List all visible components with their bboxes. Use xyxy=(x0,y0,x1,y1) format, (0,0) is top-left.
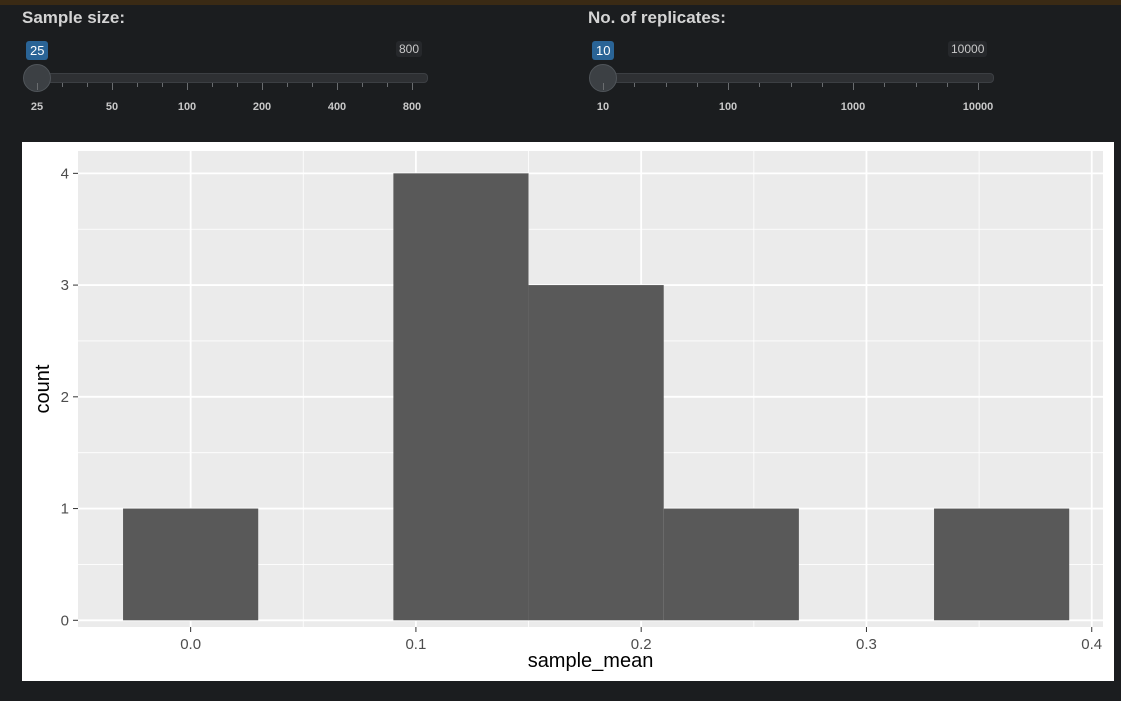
y-axis-title: count xyxy=(32,364,54,413)
slider-tick-label: 200 xyxy=(252,101,272,113)
y-tick-label: 2 xyxy=(61,389,69,406)
sample-size-value-badge: 25 xyxy=(26,41,49,60)
histogram-bar xyxy=(663,508,799,621)
slider-tick xyxy=(237,83,238,87)
slider-tick xyxy=(978,83,979,90)
histogram-svg: 0.0 0.1 0.2 0.3 0.4 0 1 2 3 4 sample_mean count xyxy=(32,151,1103,672)
slider-tick xyxy=(37,83,38,90)
y-tick-label: 1 xyxy=(61,501,69,518)
x-axis-title: sample_mean xyxy=(528,650,654,672)
slider-tick xyxy=(362,83,363,87)
slider-tick xyxy=(759,83,761,87)
histogram-bar xyxy=(934,508,1070,621)
slider-tick-label: 25 xyxy=(30,101,44,113)
slider-tick xyxy=(728,83,729,90)
slider-tick-label: 800 xyxy=(402,101,422,113)
histogram-bar xyxy=(528,285,664,621)
slider-tick xyxy=(665,83,667,87)
slider-tick xyxy=(915,83,917,87)
x-tick-label: 0.1 xyxy=(405,636,426,653)
slider-tick xyxy=(212,83,213,87)
slider-tick xyxy=(137,83,138,87)
sample-size-max-label: 800 xyxy=(396,41,423,57)
slider-tick xyxy=(387,83,388,87)
slider-tick-label: 100 xyxy=(177,101,197,113)
slider-tick xyxy=(603,83,604,90)
slider-tick-label: 400 xyxy=(327,101,347,113)
slider-tick xyxy=(262,83,263,90)
x-tick-label: 0.2 xyxy=(631,636,652,653)
replicates-track[interactable] xyxy=(602,73,994,83)
slider-tick xyxy=(112,83,113,90)
histogram-plot: 0.0 0.1 0.2 0.3 0.4 0 1 2 3 4 sample_mean count xyxy=(22,142,1114,681)
sample-size-track[interactable] xyxy=(36,73,428,83)
slider-tick xyxy=(337,83,338,90)
slider-tick xyxy=(696,83,698,87)
slider-tick xyxy=(162,83,163,87)
slider-tick-label: 10000 xyxy=(962,101,994,113)
slider-tick xyxy=(62,83,63,87)
slider-tick xyxy=(884,83,886,87)
sample-size-slider[interactable]: Sample size: 25 800 25 50 100 200 400 800 xyxy=(22,8,432,118)
slider-tick xyxy=(821,83,823,87)
replicates-max-label: 10000 xyxy=(948,41,988,57)
slider-tick-label: 100 xyxy=(718,101,738,113)
x-tick-label: 0.4 xyxy=(1081,636,1102,653)
sample-size-label: Sample size: xyxy=(22,8,125,27)
y-tick-label: 0 xyxy=(61,612,69,629)
y-tick-label: 4 xyxy=(61,165,69,182)
x-tick-label: 0.3 xyxy=(856,636,877,653)
slider-tick xyxy=(412,83,413,90)
slider-tick xyxy=(790,83,792,87)
slider-tick-label: 50 xyxy=(105,101,119,113)
y-tick-label: 3 xyxy=(61,277,69,294)
slider-tick xyxy=(287,83,288,87)
replicates-label: No. of replicates: xyxy=(588,8,726,27)
histogram-bar xyxy=(123,508,259,621)
slider-tick xyxy=(634,83,636,87)
replicates-slider[interactable]: No. of replicates: 10 10000 10 100 1000 100… xyxy=(588,8,1008,118)
replicates-value-badge: 10 xyxy=(592,41,615,60)
slider-tick xyxy=(87,83,88,87)
slider-tick-label: 10 xyxy=(596,101,610,113)
slider-tick xyxy=(312,83,313,87)
histogram-bar xyxy=(393,173,529,621)
slider-tick xyxy=(853,83,854,90)
slider-tick-label: 1000 xyxy=(840,101,866,113)
slider-tick xyxy=(187,83,188,90)
window-top-strip xyxy=(0,0,1121,5)
slider-tick xyxy=(946,83,948,87)
x-tick-label: 0.0 xyxy=(180,636,201,653)
